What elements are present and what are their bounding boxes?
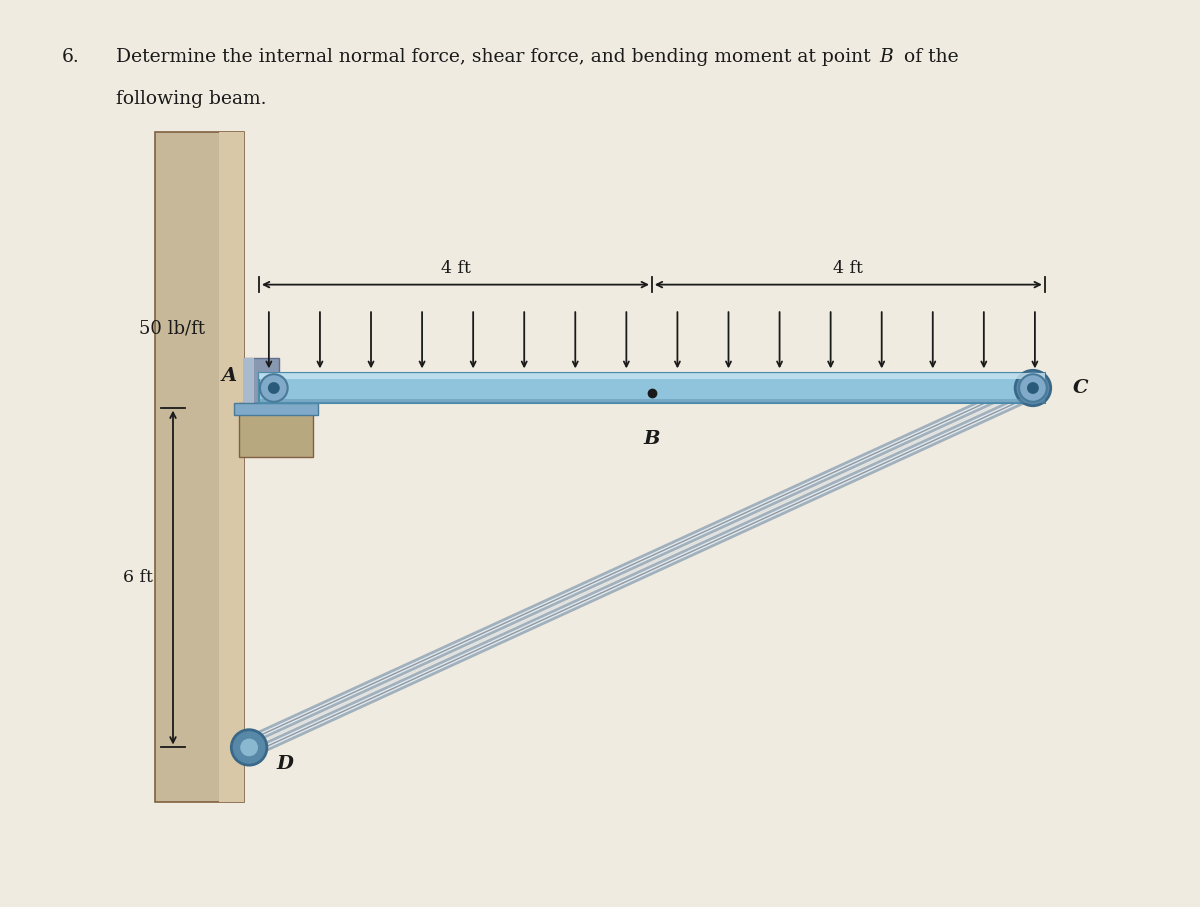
Text: Determine the internal normal force, shear force, and bending moment at point: Determine the internal normal force, she… — [115, 48, 876, 66]
Text: D: D — [277, 756, 294, 774]
Bar — [244, 358, 278, 403]
Text: A: A — [222, 367, 236, 385]
Circle shape — [260, 375, 288, 402]
Circle shape — [1015, 370, 1051, 405]
Text: B: B — [880, 48, 894, 66]
Text: 6 ft: 6 ft — [124, 569, 154, 586]
Circle shape — [232, 730, 266, 766]
Circle shape — [240, 738, 258, 756]
Bar — [234, 403, 318, 414]
Bar — [155, 132, 244, 802]
Text: 6.: 6. — [61, 48, 79, 66]
Text: 4 ft: 4 ft — [834, 259, 863, 277]
Bar — [259, 374, 1045, 403]
Text: C: C — [1073, 379, 1088, 397]
Circle shape — [1024, 379, 1042, 397]
Circle shape — [1027, 382, 1039, 394]
Bar — [239, 403, 313, 457]
Text: following beam.: following beam. — [115, 90, 266, 108]
Bar — [244, 358, 254, 403]
Bar — [259, 399, 1045, 403]
Bar — [239, 403, 313, 411]
Circle shape — [1019, 375, 1046, 402]
Text: of the: of the — [898, 48, 958, 66]
Circle shape — [268, 382, 280, 394]
Text: 4 ft: 4 ft — [440, 259, 470, 277]
Text: 50 lb/ft: 50 lb/ft — [139, 320, 205, 338]
Bar — [220, 132, 244, 802]
Bar — [259, 374, 1045, 379]
Text: B: B — [643, 430, 660, 448]
